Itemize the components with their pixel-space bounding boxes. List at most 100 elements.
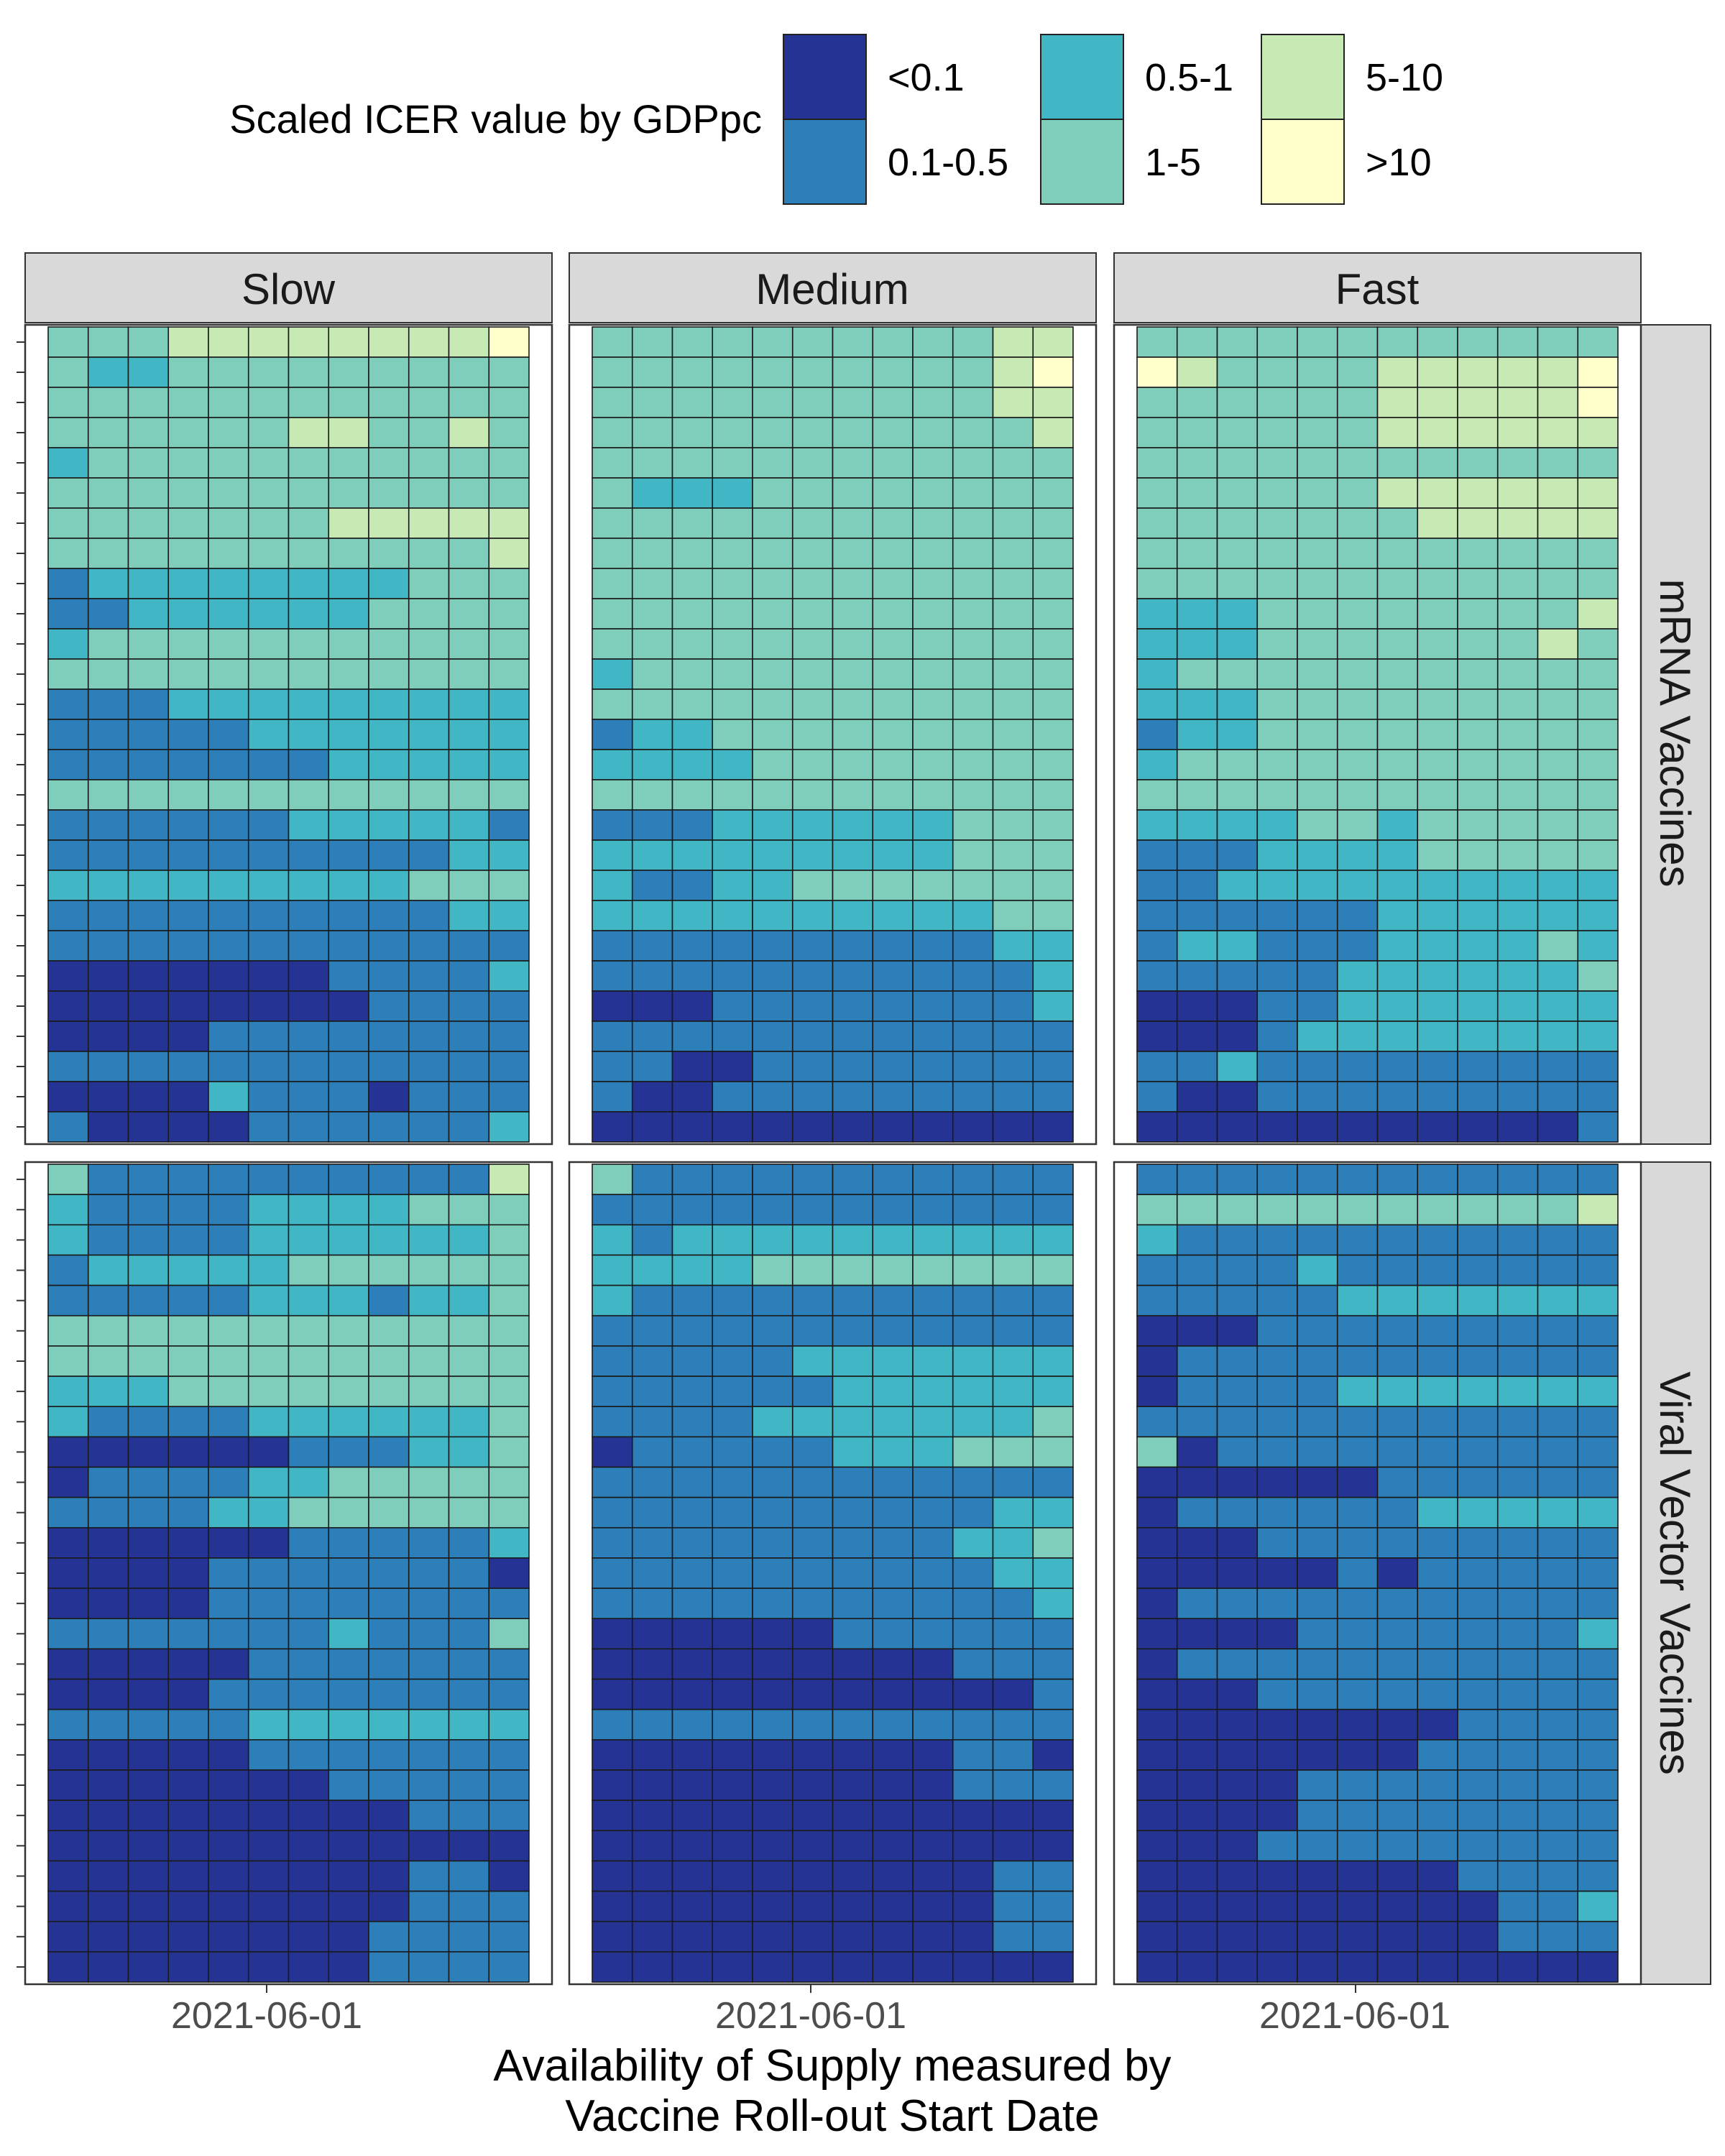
heatmap-cell <box>1457 1557 1499 1589</box>
heatmap-cell <box>1577 960 1619 992</box>
heatmap-cell <box>1256 628 1298 660</box>
heatmap-cell <box>631 628 673 660</box>
heatmap-cell <box>671 1376 714 1407</box>
heatmap-cell <box>752 658 794 690</box>
heatmap-cell <box>1537 568 1579 599</box>
heatmap-cell <box>1496 568 1539 599</box>
heatmap-cell <box>1376 1708 1419 1741</box>
heatmap-cell <box>448 507 490 539</box>
heatmap-cell <box>1376 1466 1419 1498</box>
heatmap-cell <box>1537 688 1579 720</box>
heatmap-cell <box>408 477 450 509</box>
heatmap-cell <box>1537 1739 1579 1771</box>
heatmap-cell <box>992 417 1034 448</box>
heatmap-cell <box>368 1860 410 1892</box>
heatmap-cell <box>488 1164 530 1195</box>
heatmap-cell <box>47 387 89 418</box>
heatmap-cell <box>1256 477 1298 509</box>
heatmap-cell <box>288 387 330 418</box>
heatmap-cell <box>671 326 714 358</box>
heatmap-cell <box>208 1345 249 1377</box>
heatmap-cell <box>791 900 834 931</box>
heatmap-cell <box>167 1376 209 1407</box>
heatmap-cell <box>1136 417 1178 448</box>
heatmap-cell <box>408 1081 450 1112</box>
heatmap-cell <box>1136 1920 1178 1953</box>
heatmap-cell <box>992 960 1034 992</box>
heatmap-cell <box>992 598 1034 630</box>
heatmap-cell <box>1216 658 1259 690</box>
heatmap-cell <box>1457 1678 1499 1710</box>
heatmap-cell <box>1176 1224 1218 1256</box>
heatmap-cell <box>1457 477 1499 509</box>
heatmap-cell <box>448 1678 490 1710</box>
heatmap-cell <box>247 1194 290 1226</box>
heatmap-cell <box>1216 477 1259 509</box>
heatmap-cell <box>1496 1254 1539 1286</box>
heatmap-cell <box>1032 960 1074 992</box>
heatmap-cell <box>448 1284 490 1317</box>
heatmap-cell <box>408 870 450 901</box>
heatmap-cell <box>1336 1224 1379 1256</box>
heatmap-cell <box>1136 1739 1178 1771</box>
heatmap-cell <box>208 1769 249 1801</box>
heatmap-cell <box>1537 719 1579 750</box>
heatmap-cell <box>791 417 834 448</box>
heatmap-cell <box>1577 1920 1619 1953</box>
heatmap-cell <box>832 1678 874 1710</box>
heatmap-cell <box>752 749 794 780</box>
heatmap-cell <box>1256 930 1298 962</box>
heatmap-cell <box>368 1526 410 1559</box>
heatmap-cell <box>488 779 530 811</box>
heatmap-cell <box>992 1051 1034 1082</box>
heatmap-cell <box>127 1406 170 1438</box>
heatmap-cell <box>1136 900 1178 931</box>
heatmap-cell <box>87 1406 129 1438</box>
heatmap-cell <box>1537 1920 1579 1953</box>
heatmap-cell <box>1136 1466 1178 1498</box>
heatmap-cell <box>127 447 170 479</box>
legend-key-label: 0.1-0.5 <box>888 141 1008 184</box>
heatmap-cell <box>1496 1951 1539 1983</box>
heatmap-cell <box>712 1406 753 1438</box>
heatmap-cell <box>791 1284 834 1317</box>
heatmap-cell <box>1537 658 1579 690</box>
heatmap-cell <box>712 1436 753 1468</box>
heatmap-cell <box>1297 1678 1338 1710</box>
heatmap-cell <box>1256 1376 1298 1407</box>
heatmap-cell <box>208 839 249 871</box>
panels <box>17 323 1642 1993</box>
heatmap-cell <box>1256 779 1298 811</box>
heatmap-cell <box>1176 417 1218 448</box>
heatmap-cell <box>167 1648 209 1680</box>
heatmap-cell <box>791 688 834 720</box>
heatmap-cell <box>671 356 714 388</box>
heatmap-cell <box>1256 870 1298 901</box>
heatmap-cell <box>912 1314 954 1347</box>
heatmap-cell <box>1297 1284 1338 1317</box>
heatmap-cell <box>1336 930 1379 962</box>
heatmap-cell <box>488 1648 530 1680</box>
heatmap-cell <box>328 1920 369 1953</box>
heatmap-cell <box>87 1021 129 1052</box>
row-strips: mRNA Vaccines Viral Vector Vaccines <box>1640 324 1711 1985</box>
heatmap-cell <box>408 1951 450 1983</box>
heatmap-cell <box>87 658 129 690</box>
heatmap-cell <box>1496 930 1539 962</box>
panel-viral-slow <box>17 1161 553 1993</box>
heatmap-cell <box>712 1618 753 1650</box>
heatmap-cell <box>631 870 673 901</box>
heatmap-cell <box>592 1224 633 1256</box>
heatmap-cell <box>1457 1194 1499 1226</box>
heatmap-cell <box>592 1051 633 1082</box>
heatmap-cell <box>448 1830 490 1862</box>
heatmap-cell <box>1256 417 1298 448</box>
heatmap-cell <box>47 1314 89 1347</box>
heatmap-cell <box>288 1860 330 1892</box>
heatmap-cell <box>408 1860 450 1892</box>
heatmap-cell <box>368 990 410 1022</box>
heatmap-cell <box>992 1376 1034 1407</box>
heatmap-cell <box>872 1800 914 1832</box>
heatmap-cell <box>368 1618 410 1650</box>
heatmap-cell <box>1297 1436 1338 1468</box>
